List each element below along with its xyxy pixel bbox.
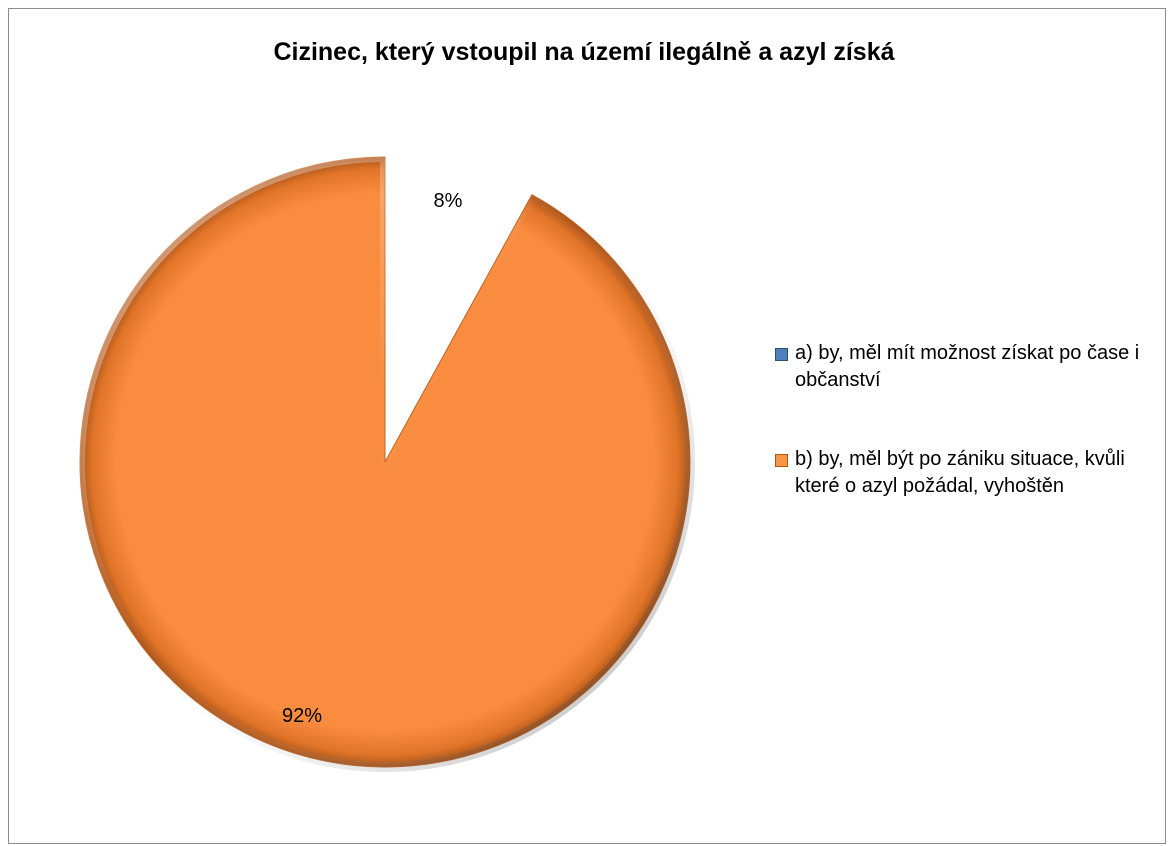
legend-swatch-a [775, 348, 788, 361]
data-label-a: 8% [434, 190, 463, 212]
legend-label-a: a) by, měl mít možnost získat po čase i … [795, 342, 1140, 391]
chart-legend: a) by, měl mít možnost získat po čase i … [775, 340, 1155, 552]
pie-slice-bevel-b [75, 152, 695, 772]
legend-item-a: a) by, měl mít možnost získat po čase i … [775, 340, 1155, 394]
data-label-b: 92% [282, 705, 322, 727]
chart-title: Cizinec, který vstoupil na území ilegáln… [273, 38, 895, 66]
legend-swatch-b [775, 454, 788, 467]
legend-label-b: b) by, měl být po zániku situace, kvůli … [795, 448, 1125, 497]
legend-item-b: b) by, měl být po zániku situace, kvůli … [775, 446, 1155, 500]
